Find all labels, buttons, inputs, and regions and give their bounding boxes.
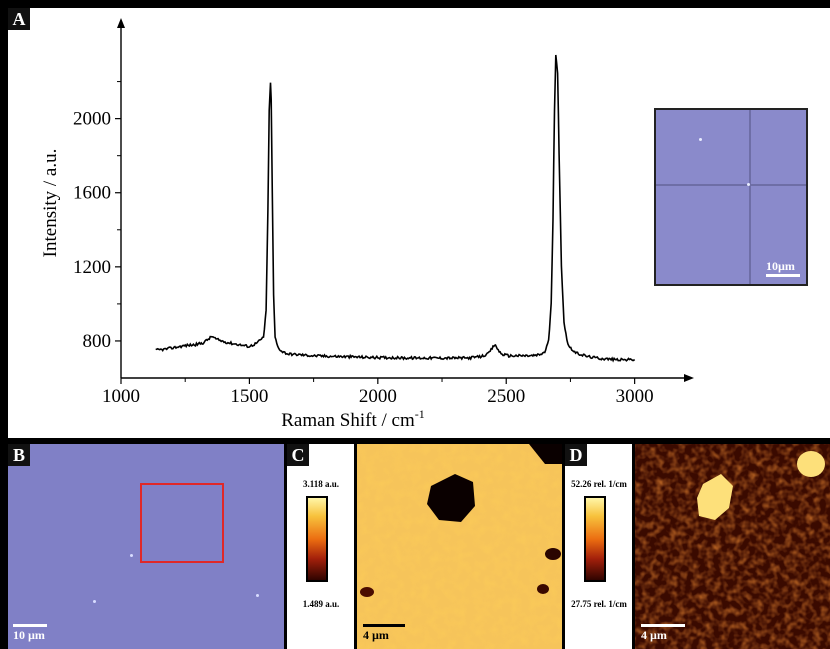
panel-b-optical: B 10 µm	[8, 444, 284, 649]
map-c-hole	[537, 584, 549, 594]
panel-d-label: D	[565, 444, 587, 466]
panel-c-colorbar-min: 1.489 a.u.	[302, 599, 340, 609]
panel-c-map-image	[357, 444, 562, 649]
y-axis-label: Intensity / a.u.	[40, 149, 61, 258]
optical-inset-image: 10µm	[654, 108, 808, 286]
map-c-hole	[529, 444, 562, 464]
map-d-bright-flake	[797, 451, 825, 477]
panel-c-colorbar	[306, 496, 328, 582]
panel-d-map: 4 µm	[635, 444, 830, 649]
map-c-hole	[427, 474, 475, 522]
surface-speck	[256, 594, 259, 597]
panel-d-scale-bar: 4 µm	[641, 624, 685, 643]
panel-c-label: C	[287, 444, 309, 466]
y-tick-label: 1200	[73, 257, 111, 278]
inset-scale-bar-line	[766, 274, 800, 277]
x-tick-label: 2000	[359, 386, 397, 407]
panel-c-map: 4 µm	[357, 444, 562, 649]
y-tick-label: 800	[83, 331, 112, 352]
panel-b-scale-bar: 10 µm	[13, 624, 47, 643]
map-d-texture	[635, 444, 830, 649]
panel-b-label: B	[8, 444, 30, 466]
x-tick-label: 2500	[487, 386, 525, 407]
ticks: 1000 1500 2000 2500 3000 800 1200 1600 2000	[73, 81, 654, 407]
inset-horizontal-line	[656, 184, 806, 186]
inset-speck	[699, 138, 702, 141]
inset-scale-label: 10µm	[766, 259, 795, 273]
inset-speck	[747, 183, 750, 186]
panel-a-spectrum: A 1000 1500 2000 2500 3000 800 1200 1600 2000 In…	[8, 8, 830, 438]
panel-a-label: A	[8, 8, 30, 30]
raman-spectrum-chart: 1000 1500 2000 2500 3000 800 1200 1600 2000 Inte…	[40, 18, 694, 431]
x-axis-arrow	[684, 374, 694, 382]
surface-speck	[130, 554, 133, 557]
panel-c-scale-label: 4 µm	[363, 628, 389, 642]
y-axis-arrow	[117, 18, 125, 28]
panel-d-raman-map: D 52.26 rel. 1/cm 27.75 rel. 1/cm 4 µm	[565, 444, 830, 649]
region-of-interest-box	[140, 483, 224, 563]
inset-scale-bar: 10µm	[766, 259, 800, 278]
panel-c-colorbar-max: 3.118 a.u.	[302, 479, 339, 489]
panel-d-colorbar	[584, 496, 606, 582]
surface-speck	[93, 600, 96, 603]
panel-b-scale-bar-line	[13, 624, 47, 627]
axes	[117, 18, 694, 382]
panel-d-map-image	[635, 444, 830, 649]
inset-vertical-line	[749, 110, 751, 284]
map-c-texture	[357, 444, 562, 649]
map-c-hole	[360, 587, 374, 597]
panel-c-scale-bar: 4 µm	[363, 624, 405, 643]
x-axis-label: Raman Shift / cm-1	[281, 407, 425, 431]
panel-d-colorbar-panel: D 52.26 rel. 1/cm 27.75 rel. 1/cm	[565, 444, 632, 649]
map-c-hole	[545, 548, 561, 560]
panel-c-colorbar-panel: C 3.118 a.u. 1.489 a.u.	[287, 444, 354, 649]
panel-b-scale-label: 10 µm	[13, 628, 45, 642]
panel-d-colorbar-max: 52.26 rel. 1/cm	[571, 479, 627, 489]
panel-d-scale-bar-line	[641, 624, 685, 627]
spectrum-line	[155, 54, 636, 363]
x-tick-label: 3000	[616, 386, 654, 407]
x-tick-label: 1500	[230, 386, 268, 407]
panel-d-scale-label: 4 µm	[641, 628, 667, 642]
x-tick-label: 1000	[102, 386, 140, 407]
y-tick-label: 2000	[73, 109, 111, 130]
panel-d-colorbar-min: 27.75 rel. 1/cm	[571, 599, 627, 609]
panel-c-raman-map: C 3.118 a.u. 1.489 a.u. 4 µm	[287, 444, 562, 649]
y-tick-label: 1600	[73, 183, 111, 204]
map-d-bright-flake	[697, 474, 733, 520]
panel-c-scale-bar-line	[363, 624, 405, 627]
